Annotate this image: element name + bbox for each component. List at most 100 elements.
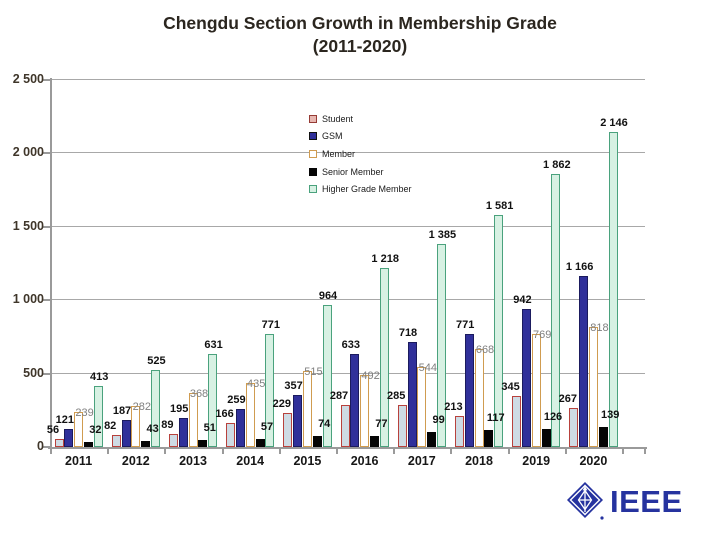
- y-axis-tick: [43, 79, 50, 81]
- bar-senior-member-2020: [598, 427, 608, 447]
- legend-label: Higher Grade Member: [322, 184, 412, 195]
- y-axis-tick: [43, 446, 50, 448]
- bar-senior-member-2013: [198, 440, 208, 447]
- bar-student-2020: [569, 408, 579, 447]
- x-axis-tick: [393, 449, 396, 454]
- bar-value-label: 345: [501, 381, 520, 393]
- bar-student-2013: [168, 434, 178, 447]
- y-axis-tick: [43, 152, 50, 155]
- x-axis-tick: [450, 449, 453, 454]
- bar-value-label: 166: [215, 408, 234, 420]
- bar-student-2019: [512, 396, 522, 447]
- bar-value-label: 121: [55, 414, 74, 426]
- x-axis-tick: [336, 449, 338, 454]
- bar-senior-member-2017: [427, 432, 437, 447]
- bar-value-label: 413: [90, 371, 109, 383]
- x-axis-label-2014: 2014: [236, 454, 265, 468]
- y-axis-label: 2 500: [12, 72, 44, 86]
- x-axis-tick: [164, 449, 167, 454]
- x-axis-tick: [221, 449, 224, 454]
- legend-item-student: Student: [309, 110, 412, 128]
- bar-value-label: 668: [475, 344, 495, 356]
- x-axis-tick: [622, 449, 624, 454]
- x-axis-tick: [278, 449, 281, 454]
- legend-item-senior-member: Senior Member: [309, 163, 412, 181]
- bar-value-label: 633: [341, 339, 360, 351]
- bar-higher-grade-member-2020: [608, 132, 618, 447]
- bar-value-label: 57: [260, 421, 274, 433]
- bar-gsm-2016: [350, 354, 360, 447]
- legend-label: Senior Member: [322, 166, 384, 177]
- legend-swatch-icon: [309, 185, 317, 194]
- ieee-diamond-icon: [567, 482, 604, 520]
- bar-value-label: 771: [456, 319, 475, 331]
- bar-senior-member-2018: [484, 430, 494, 447]
- bar-senior-member-2019: [541, 429, 551, 447]
- bar-higher-grade-member-2011: [93, 386, 103, 447]
- bar-value-label: 229: [272, 398, 291, 410]
- bar-gsm-2013: [178, 418, 188, 447]
- legend-item-gsm: GSM: [309, 128, 412, 146]
- legend-swatch-icon: [309, 149, 317, 158]
- bar-senior-member-2016: [369, 436, 379, 447]
- bar-member-2016: [360, 375, 370, 447]
- bar-value-label: 139: [601, 409, 620, 421]
- legend-swatch-icon: [309, 132, 317, 141]
- x-axis-label-2019: 2019: [522, 454, 551, 468]
- bar-value-label: 942: [513, 294, 532, 306]
- x-axis-label-2016: 2016: [350, 454, 379, 468]
- legend-label: Student: [322, 113, 354, 124]
- bar-value-label: 282: [132, 401, 151, 413]
- y-axis-label: 1 500: [12, 218, 44, 233]
- bar-gsm-2015: [293, 395, 303, 447]
- legend-swatch-icon: [309, 114, 317, 123]
- bar-value-label: 2 146: [600, 117, 628, 129]
- gridline-1000: [50, 299, 645, 301]
- bar-value-label: 544: [418, 362, 437, 374]
- x-axis-tick: [507, 449, 510, 454]
- bar-gsm-2017: [407, 342, 417, 447]
- legend-label: Member: [322, 148, 356, 159]
- y-axis-line: [50, 78, 52, 449]
- bar-higher-grade-member-2013: [208, 354, 218, 447]
- x-axis-tick: [50, 449, 52, 454]
- chart-title-line1: Chengdu Section Growth in Membership Gra…: [163, 13, 557, 33]
- bar-value-label: 1 218: [371, 253, 399, 265]
- bar-higher-grade-member-2017: [436, 244, 446, 447]
- bar-higher-grade-member-2016: [379, 268, 389, 447]
- bar-value-label: 1 862: [543, 159, 571, 171]
- bar-gsm-2019: [521, 309, 531, 447]
- bar-higher-grade-member-2018: [494, 215, 504, 447]
- y-axis-tick: [43, 372, 50, 375]
- bar-gsm-2014: [235, 409, 245, 447]
- bar-value-label: 769: [533, 329, 552, 341]
- bar-higher-grade-member-2012: [150, 370, 160, 447]
- bar-value-label: 1 581: [485, 200, 514, 212]
- x-axis-label-2017: 2017: [407, 454, 436, 468]
- bar-value-label: 525: [147, 355, 166, 367]
- bar-student-2014: [226, 423, 236, 447]
- y-axis-label: 1 000: [12, 292, 44, 307]
- bar-value-label: 195: [170, 403, 189, 415]
- gridline-500: [50, 372, 645, 374]
- x-axis-label-2015: 2015: [293, 454, 322, 468]
- bar-value-label: 56: [46, 424, 60, 436]
- bar-higher-grade-member-2015: [322, 305, 332, 447]
- bar-value-label: 259: [227, 394, 246, 406]
- bar-member-2018: [474, 349, 484, 447]
- x-axis-line: [48, 447, 647, 449]
- bar-value-label: 515: [304, 366, 323, 378]
- bar-value-label: 126: [543, 411, 563, 423]
- bar-value-label: 492: [361, 370, 380, 382]
- y-axis-label: 2 000: [12, 145, 44, 160]
- bar-value-label: 964: [318, 290, 338, 302]
- bar-value-label: 1 166: [565, 261, 594, 273]
- bar-student-2017: [397, 405, 407, 447]
- ieee-logo-graphic: IEEE: [567, 482, 682, 520]
- x-axis-tick: [107, 449, 110, 454]
- ieee-logo: IEEE: [564, 479, 706, 528]
- y-axis-tick: [43, 225, 50, 228]
- bar-value-label: 82: [104, 420, 117, 432]
- bar-gsm-2020: [579, 276, 589, 447]
- bar-senior-member-2012: [141, 441, 151, 447]
